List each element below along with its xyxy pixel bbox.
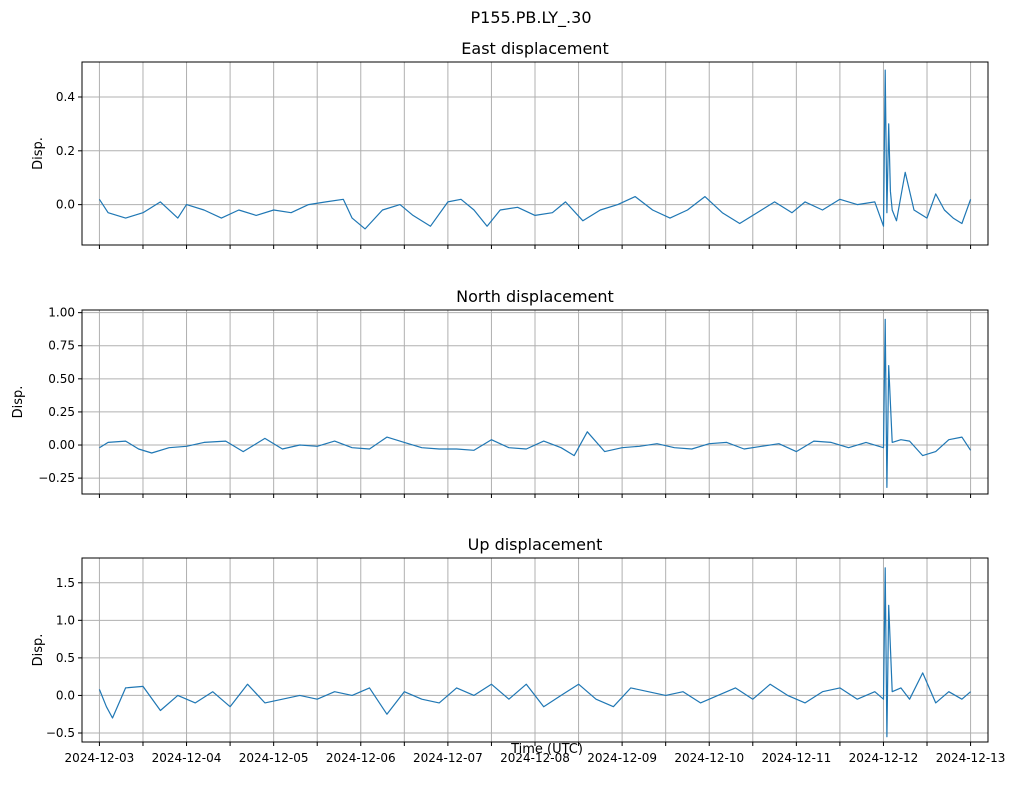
- y-tick-label: −0.5: [46, 726, 75, 740]
- y-tick-label: 0.0: [56, 688, 75, 702]
- y-tick-label: 0.75: [48, 339, 75, 353]
- y-tick-label: 1.5: [56, 576, 75, 590]
- x-tick-label: 2024-12-09: [587, 751, 657, 765]
- x-tick-label: 2024-12-13: [936, 751, 1006, 765]
- y-tick-label: −0.25: [38, 471, 75, 485]
- x-tick-label: 2024-12-12: [849, 751, 919, 765]
- series-line: [98, 567, 971, 738]
- y-tick-label: 0.25: [48, 405, 75, 419]
- x-tick-label: 2024-12-04: [152, 751, 222, 765]
- x-axis-label: Time (UTC): [510, 742, 583, 757]
- x-tick-label: 2024-12-07: [413, 751, 483, 765]
- series-line: [98, 69, 972, 230]
- panel-2: −0.25 0.00 0.25 0.50 0.75 1.00 North displacem…: [11, 287, 989, 498]
- y-axis-label: Disp.: [31, 634, 46, 667]
- x-tick-label: 2024-12-03: [65, 751, 135, 765]
- y-tick-label: 1.0: [56, 613, 75, 627]
- x-tick-label: 2024-12-06: [326, 751, 396, 765]
- panel-title: East displacement: [461, 39, 608, 58]
- x-tick-label: 2024-12-05: [239, 751, 309, 765]
- panel-3: −0.5 0.0 0.5 1.0 1.5 2024-12-03 2024-12-04 2024…: [31, 535, 1005, 765]
- x-tick-label: 2024-12-11: [761, 751, 831, 765]
- y-axis-label: Disp.: [31, 137, 46, 170]
- y-tick-label: 1.00: [48, 306, 75, 320]
- x-tick-label: 2024-12-10: [674, 751, 744, 765]
- y-tick-label: 0.5: [56, 651, 75, 665]
- series-line: [99, 318, 972, 488]
- y-tick-label: 0.50: [48, 372, 75, 386]
- panel-1: 0.0 0.2 0.4 East displacement Disp.: [31, 39, 989, 249]
- y-tick-label: 0.0: [56, 198, 75, 212]
- y-tick-label: 0.00: [48, 438, 75, 452]
- figure-title: P155.PB.LY_.30: [471, 8, 592, 28]
- panel-title: North displacement: [456, 287, 614, 306]
- x-tick-label: 2024-12-08: [500, 751, 570, 765]
- y-tick-label: 0.4: [56, 90, 75, 104]
- y-axis-label: Disp.: [11, 386, 26, 419]
- y-tick-label: 0.2: [56, 144, 75, 158]
- panel-title: Up displacement: [468, 535, 603, 554]
